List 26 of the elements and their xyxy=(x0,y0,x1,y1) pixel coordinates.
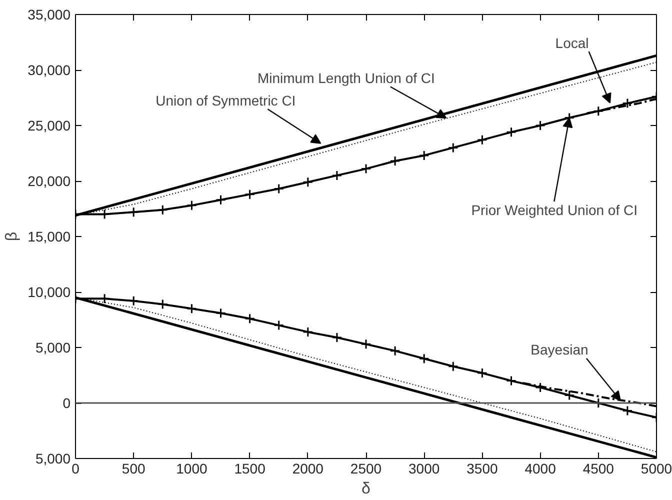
y-tick-label: 10,000 xyxy=(28,284,71,300)
x-tick-label: 2500 xyxy=(350,460,382,476)
y-tick-label: 5,000 xyxy=(35,450,71,466)
x-axis-title: δ xyxy=(362,480,371,498)
y-tick-label: 25,000 xyxy=(28,118,71,134)
y-tick-label: 35,000 xyxy=(28,6,71,22)
x-tick-label: 3500 xyxy=(466,460,498,476)
y-tick-label: 0 xyxy=(62,395,71,411)
x-tick-label: 3000 xyxy=(408,460,440,476)
x-tick-label: 500 xyxy=(122,460,146,476)
y-tick-label: 15,000 xyxy=(28,228,71,244)
y-tick-label: 30,000 xyxy=(28,62,71,78)
x-tick-label: 2000 xyxy=(292,460,324,476)
x-tick-label: 4500 xyxy=(582,460,614,476)
annotation: Bayesian xyxy=(530,342,588,358)
annotation: Minimum Length Union of CI xyxy=(257,70,435,86)
annotation: Prior Weighted Union of CI xyxy=(471,202,638,218)
y-tick-label: 20,000 xyxy=(28,173,71,189)
annotation: Union of Symmetric CI xyxy=(156,92,296,108)
y-tick-label: 5,000 xyxy=(35,340,71,356)
y-axis-title: β xyxy=(4,232,21,242)
x-tick-label: 1000 xyxy=(176,460,208,476)
x-tick-label: 5000 xyxy=(640,460,672,476)
x-tick-label: 4000 xyxy=(524,460,556,476)
x-tick-label: 1500 xyxy=(234,460,266,476)
annotation: Local xyxy=(555,34,589,51)
